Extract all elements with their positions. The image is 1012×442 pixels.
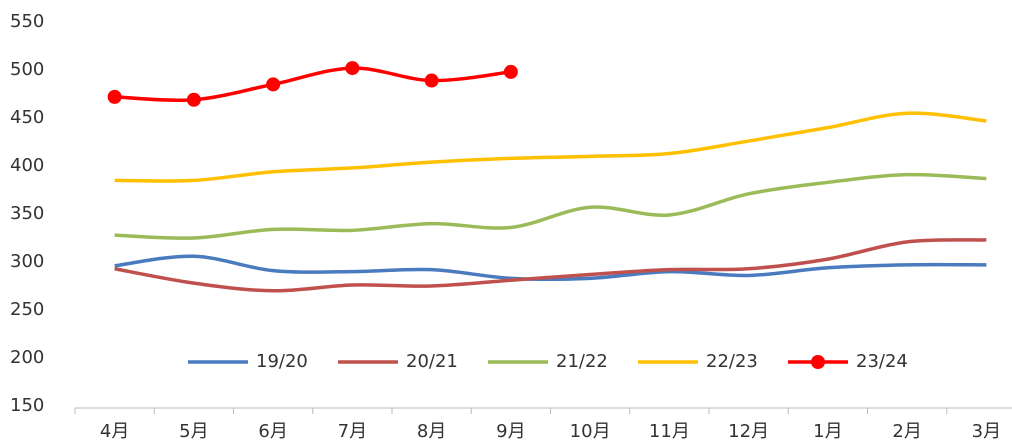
x-tick-label: 3月 <box>972 421 1001 442</box>
legend-label: 19/20 <box>256 351 308 372</box>
y-tick-label: 400 <box>10 155 44 176</box>
data-point <box>345 61 360 76</box>
y-tick-label: 250 <box>10 299 44 320</box>
legend-label: 21/22 <box>556 351 608 372</box>
x-tick-label: 1月 <box>813 421 842 442</box>
y-tick-label: 450 <box>10 107 44 128</box>
legend-label: 23/24 <box>856 351 908 372</box>
series-line <box>114 111 987 183</box>
series-line <box>114 238 987 293</box>
legend-marker <box>811 355 825 369</box>
x-tick-label: 10月 <box>570 421 611 442</box>
x-tick-label: 5月 <box>179 421 208 442</box>
series-line <box>114 172 987 240</box>
x-tick-label: 4月 <box>100 421 129 442</box>
x-tick-label: 7月 <box>338 421 367 442</box>
data-point <box>424 73 439 88</box>
y-tick-label: 200 <box>10 347 44 368</box>
y-tick-label: 500 <box>10 59 44 80</box>
data-point <box>107 89 122 104</box>
data-point <box>503 64 518 79</box>
y-tick-label: 550 <box>10 11 44 32</box>
data-point <box>266 77 281 92</box>
x-tick-label: 6月 <box>258 421 287 442</box>
y-tick-label: 150 <box>10 395 44 416</box>
x-tick-label: 11月 <box>649 421 690 442</box>
data-point <box>186 92 201 107</box>
legend-label: 20/21 <box>406 351 458 372</box>
x-tick-label: 9月 <box>496 421 525 442</box>
y-tick-label: 300 <box>10 251 44 272</box>
x-tick-label: 2月 <box>892 421 921 442</box>
legend-label: 22/23 <box>706 351 758 372</box>
x-tick-label: 8月 <box>417 421 446 442</box>
y-tick-label: 350 <box>10 203 44 224</box>
series-line <box>114 66 512 103</box>
x-tick-label: 12月 <box>728 421 769 442</box>
